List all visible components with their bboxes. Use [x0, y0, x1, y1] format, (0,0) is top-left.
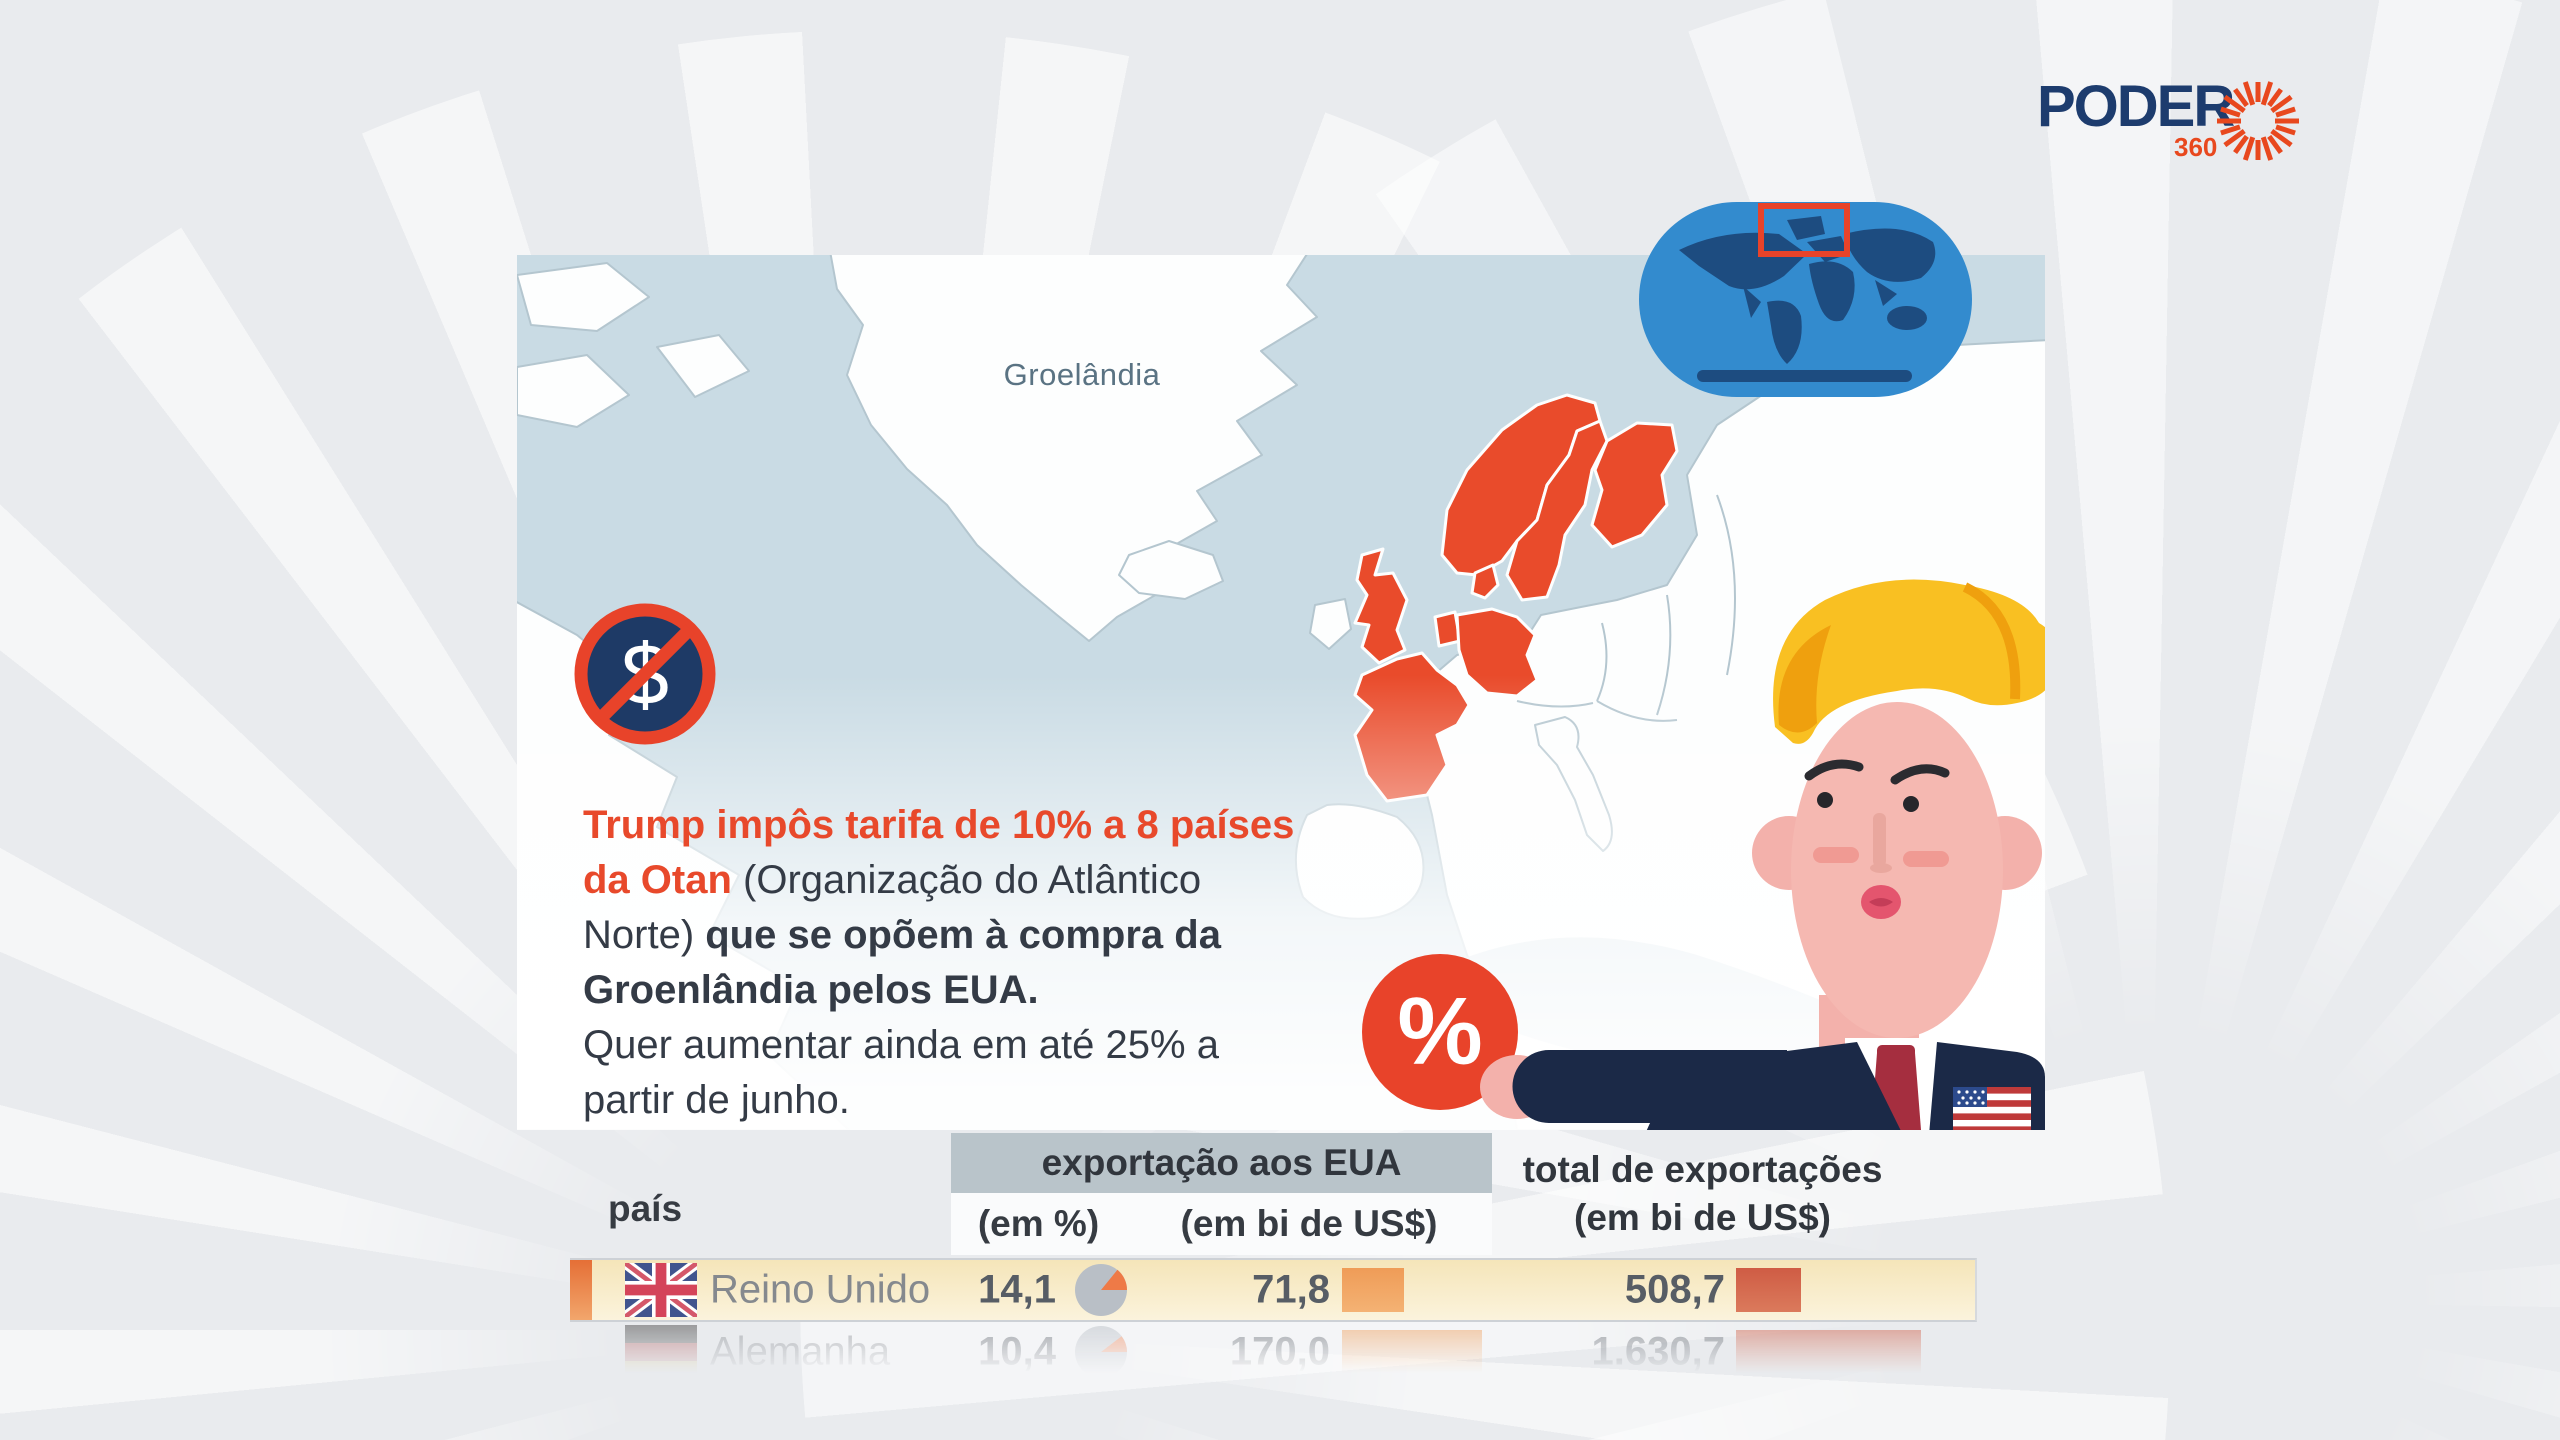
callout-text: da Otan — [583, 858, 732, 902]
table-row: Alemanha 10,4 170,0 1.630,7 — [570, 1322, 1975, 1382]
column-header-total-exports: total de exportações (em bi de US$) — [1500, 1146, 1905, 1242]
country-name: Alemanha — [710, 1329, 891, 1374]
bar-total-exports — [1736, 1268, 1801, 1312]
callout-line: da Otan (Organização do Atlântico — [583, 853, 1383, 908]
group-header-label: exportação aos EUA — [1041, 1142, 1402, 1183]
map-figures: $ — [574, 579, 2045, 1130]
table-row: Reino Unido 14,1 71,8 508,7 — [570, 1258, 1977, 1322]
inset-focus-rect — [1758, 203, 1850, 257]
callout-line: Quer aumentar ainda em até 25% a — [583, 1018, 1383, 1073]
callout-text: partir de junho. — [583, 1078, 850, 1122]
country-name: Reino Unido — [710, 1267, 931, 1312]
bar-export-billions — [1342, 1330, 1482, 1374]
callout-text: que se opõem à compra da — [705, 913, 1221, 957]
total-header-line1: total de exportações — [1522, 1149, 1883, 1190]
trump-arm — [1512, 1050, 1787, 1123]
row-accent-bar — [570, 1260, 592, 1320]
value-export-billions: 71,8 — [1252, 1267, 1330, 1312]
map-panel: $ — [517, 255, 2045, 1130]
pie-chart-export-pct — [1075, 1326, 1127, 1378]
uk-flag-icon — [625, 1263, 697, 1317]
callout-text: Groenlândia pelos EUA. — [583, 968, 1039, 1012]
callout-line: partir de junho. — [583, 1073, 1383, 1128]
callout-text: Trump impôs tarifa de 10% a 8 países — [583, 803, 1295, 847]
callout-text: Norte) — [583, 913, 706, 957]
germany-flag-icon — [625, 1325, 697, 1379]
callout-line: Trump impôs tarifa de 10% a 8 países — [583, 798, 1383, 853]
subheader-percent: (em %) — [977, 1203, 1100, 1244]
value-export-pct: 14,1 — [978, 1267, 1056, 1312]
value-total-exports: 1.630,7 — [1591, 1329, 1725, 1374]
brand-sub: 360 — [2174, 132, 2218, 162]
value-export-pct: 10,4 — [978, 1329, 1056, 1374]
column-header-country: país — [608, 1188, 683, 1229]
column-subheaders: (em %) (em bi de US$) — [951, 1193, 1492, 1255]
us-flag-patch — [1953, 1087, 2031, 1130]
value-export-billions: 170,0 — [1229, 1329, 1330, 1374]
bar-total-exports — [1736, 1330, 1921, 1374]
total-header-line2: (em bi de US$) — [1574, 1197, 1831, 1238]
column-group-exports-usa: exportação aos EUA — [951, 1133, 1492, 1193]
pie-chart-export-pct — [1075, 1264, 1127, 1316]
trump-character: % — [1362, 579, 2045, 1130]
tariff-callout: Trump impôs tarifa de 10% a 8 países da … — [583, 798, 1383, 1128]
percent-badge: % — [1362, 954, 1518, 1110]
bar-export-billions — [1342, 1268, 1404, 1312]
no-dollar-icon: $ — [574, 603, 716, 745]
subheader-billions: (em bi de US$) — [1180, 1203, 1438, 1244]
greenland-label: Groelândia — [1003, 357, 1161, 392]
callout-line: Norte) que se opõem à compra da — [583, 908, 1383, 963]
callout-line: Groenlândia pelos EUA. — [583, 963, 1383, 1018]
world-inset-map — [1639, 202, 1972, 397]
sunburst-icon — [2217, 81, 2299, 161]
value-total-exports: 508,7 — [1624, 1267, 1725, 1312]
poder360-logo: PODER 360 — [2037, 78, 2337, 168]
callout-text: (Organização do Atlântico — [731, 858, 1202, 902]
percent-glyph: % — [1397, 978, 1482, 1085]
brand-name: PODER — [2037, 74, 2235, 139]
callout-text: Quer aumentar ainda em até 25% a — [583, 1023, 1219, 1067]
